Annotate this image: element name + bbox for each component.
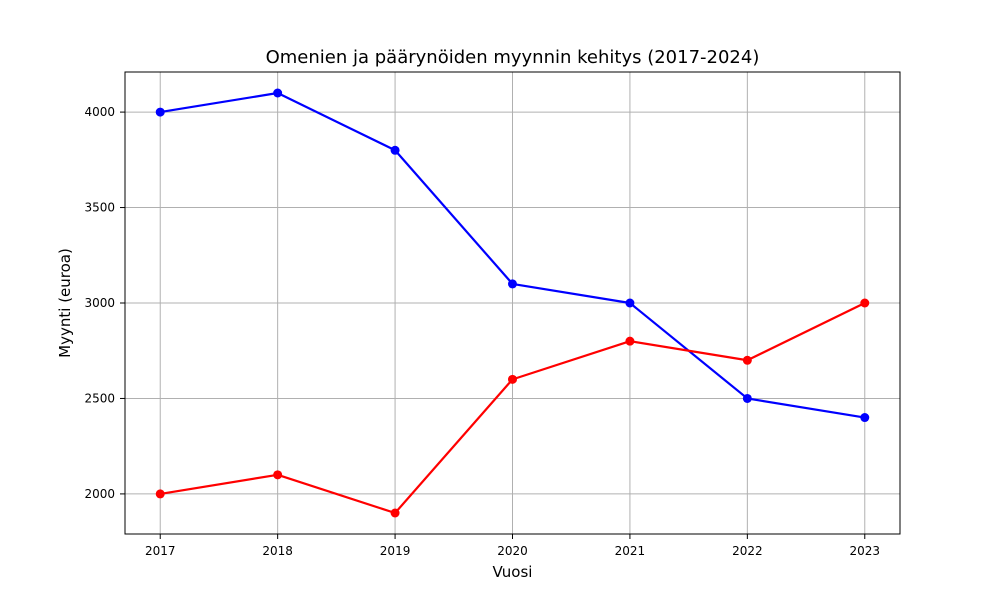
data-point [155, 107, 165, 117]
data-point [742, 393, 752, 403]
data-point [508, 279, 517, 289]
series-layer [155, 88, 870, 518]
data-point [508, 374, 517, 384]
y-tick-label: 3500 [84, 201, 115, 215]
x-tick-label: 2020 [497, 544, 528, 558]
series-2 [155, 298, 870, 518]
x-tick-label: 2019 [380, 544, 411, 558]
chart-title: Omenien ja päärynöiden myynnin kehitys (… [266, 47, 760, 68]
y-axis-label: Myynti (euroa) [56, 248, 74, 358]
y-tick-label: 4000 [84, 105, 115, 119]
data-point [273, 470, 283, 480]
data-point [860, 298, 870, 308]
data-point [155, 489, 165, 499]
x-tick-label: 2018 [262, 544, 293, 558]
data-point [273, 88, 283, 98]
grid [125, 72, 900, 534]
data-point [390, 145, 400, 155]
x-tick-label: 2023 [849, 544, 880, 558]
x-axis-label: Vuosi [493, 563, 533, 581]
axis-ticks: 2017 2018 2019 2020 2021 2022 2023 2000 2500 3000… [84, 105, 880, 558]
y-tick-label: 3000 [84, 296, 115, 310]
x-tick-label: 2021 [615, 544, 646, 558]
data-point [860, 413, 870, 423]
y-tick-label: 2000 [84, 487, 115, 501]
data-point [742, 355, 752, 365]
y-tick-label: 2500 [84, 391, 115, 405]
data-point [390, 508, 400, 518]
data-point [625, 336, 635, 346]
data-point [625, 298, 635, 308]
series-1 [155, 88, 870, 423]
x-tick-label: 2017 [145, 544, 176, 558]
x-tick-label: 2022 [732, 544, 763, 558]
